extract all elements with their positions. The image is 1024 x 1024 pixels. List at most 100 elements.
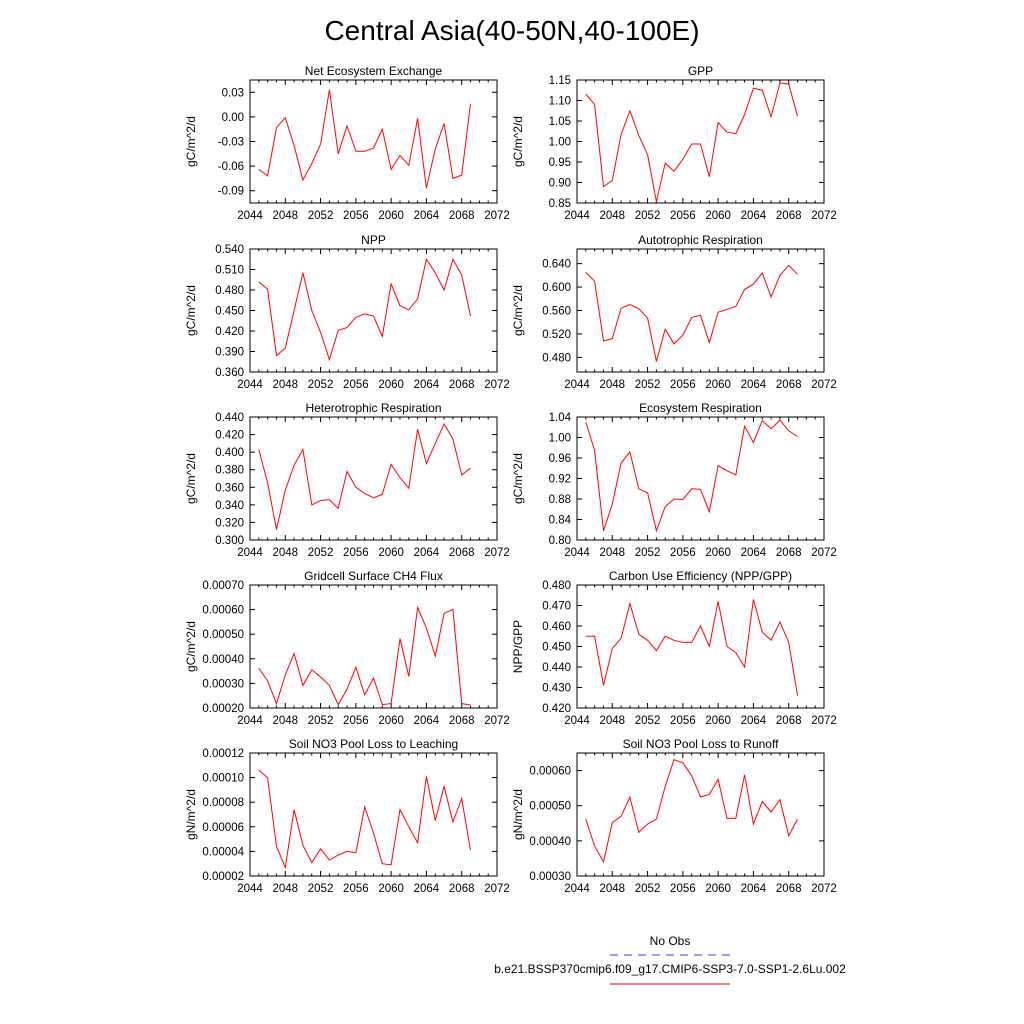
x-tick-label: 2060	[705, 883, 731, 895]
y-tick-label: 0.00060	[202, 605, 244, 617]
y-tick-label: 0.450	[215, 306, 244, 318]
x-tick-label: 2044	[237, 547, 263, 559]
y-tick-label: 0.300	[215, 535, 244, 547]
panel-6: Ecosystem Respiration 2044 2048 2052 2056 206…	[511, 401, 837, 559]
x-tick-label: 2060	[378, 210, 404, 222]
panel-9: Soil NO3 Pool Loss to Leaching 2044 2048 20…	[184, 737, 510, 895]
y-tick-label: 0.420	[215, 326, 244, 338]
y-tick-label: 0.80	[549, 535, 571, 547]
y-tick-label: 0.00040	[529, 836, 571, 848]
y-tick-label: 0.88	[549, 494, 571, 506]
y-tick-label: 0.390	[215, 347, 244, 359]
x-tick-label: 2064	[741, 210, 767, 222]
y-tick-label: 0.00012	[202, 748, 244, 760]
plot-frame	[249, 248, 498, 373]
x-tick-label: 2052	[308, 210, 334, 222]
series-line	[585, 759, 798, 864]
x-tick-label: 2060	[378, 883, 404, 895]
panel-2: GPP 2044 2048 2052 2056 2060 2064 2068 2072 0.85 0…	[511, 64, 837, 222]
panels: Net Ecosystem Exchange 2044 2048 2052 2056 20…	[184, 64, 837, 895]
x-tick-label: 2056	[670, 210, 696, 222]
plot-frame	[249, 79, 498, 204]
x-tick-label: 2048	[599, 210, 625, 222]
x-tick-label: 2072	[811, 379, 837, 391]
panel-4: Autotrophic Respiration 2044 2048 2052 2056 2…	[511, 233, 837, 391]
y-tick-label: 0.00020	[202, 703, 244, 715]
y-tick-label: 0.00050	[529, 801, 571, 813]
series-line	[258, 89, 471, 189]
panel-title: Soil NO3 Pool Loss to Leaching	[289, 737, 458, 751]
y-axis-label: gC/m^2/d	[184, 621, 198, 672]
x-tick-label: 2056	[343, 715, 369, 727]
y-tick-label: 0.600	[542, 282, 571, 294]
x-tick-label: 2060	[378, 547, 404, 559]
series-line	[585, 419, 798, 533]
x-tick-label: 2056	[670, 547, 696, 559]
panel-title: Soil NO3 Pool Loss to Runoff	[623, 737, 780, 751]
y-tick-label: 0.420	[542, 703, 571, 715]
series-line	[585, 599, 798, 696]
y-axis-label: gC/m^2/d	[511, 116, 525, 167]
x-tick-label: 2044	[237, 883, 263, 895]
x-tick-label: 2048	[272, 547, 298, 559]
x-tick-label: 2068	[776, 379, 802, 391]
panel-3: NPP 2044 2048 2052 2056 2060 2064 2068 2072 0.360…	[184, 233, 510, 391]
y-tick-label: 0.470	[542, 601, 571, 613]
panel-title: NPP	[361, 233, 386, 247]
y-tick-label: 0.320	[215, 517, 244, 529]
x-tick-label: 2060	[705, 210, 731, 222]
x-tick-label: 2068	[449, 210, 475, 222]
x-tick-label: 2052	[635, 883, 661, 895]
y-tick-label: 0.00002	[202, 871, 244, 883]
x-tick-label: 2052	[635, 379, 661, 391]
x-tick-label: 2072	[811, 547, 837, 559]
y-tick-label: 0.95	[549, 157, 571, 169]
y-tick-label: 0.400	[215, 447, 244, 459]
x-tick-label: 2068	[449, 883, 475, 895]
y-axis-label: gN/m^2/d	[184, 789, 198, 840]
x-tick-label: 2048	[272, 715, 298, 727]
plot-frame	[249, 416, 498, 541]
y-tick-label: 0.03	[222, 87, 244, 99]
legend: No Obs b.e21.BSSP370cmip6.f09_g17.CMIP6-…	[494, 934, 846, 985]
x-tick-label: 2044	[564, 883, 590, 895]
y-tick-label: -0.06	[218, 161, 244, 173]
y-tick-label: 0.560	[542, 306, 571, 318]
y-axis-label: gC/m^2/d	[511, 285, 525, 336]
x-tick-label: 2072	[484, 883, 510, 895]
y-tick-label: 1.04	[549, 412, 572, 424]
y-tick-label: 0.480	[542, 580, 571, 592]
x-tick-label: 2068	[776, 715, 802, 727]
x-tick-label: 2072	[484, 379, 510, 391]
y-tick-label: 0.00050	[202, 629, 244, 641]
x-tick-label: 2044	[564, 547, 590, 559]
y-tick-label: 0.96	[549, 453, 571, 465]
x-tick-label: 2052	[308, 715, 334, 727]
y-tick-label: 0.480	[215, 285, 244, 297]
x-tick-label: 2044	[237, 379, 263, 391]
x-tick-label: 2044	[237, 210, 263, 222]
x-tick-label: 2068	[449, 379, 475, 391]
x-tick-label: 2052	[308, 379, 334, 391]
x-tick-label: 2064	[741, 379, 767, 391]
y-tick-label: 0.00006	[202, 822, 244, 834]
y-tick-label: 0.450	[542, 642, 571, 654]
x-tick-label: 2072	[811, 210, 837, 222]
x-tick-label: 2056	[670, 883, 696, 895]
x-tick-label: 2064	[741, 715, 767, 727]
panel-title: Gridcell Surface CH4 Flux	[304, 569, 443, 583]
x-tick-label: 2068	[776, 547, 802, 559]
y-tick-label: 0.00008	[202, 797, 244, 809]
y-tick-label: 0.92	[549, 474, 571, 486]
legend-label-model: b.e21.BSSP370cmip6.f09_g17.CMIP6-SSP3-7.…	[494, 962, 846, 976]
panel-1: Net Ecosystem Exchange 2044 2048 2052 2056 20…	[184, 64, 510, 222]
y-tick-label: 1.05	[549, 116, 571, 128]
y-tick-label: -0.03	[218, 137, 244, 149]
y-tick-label: 0.00060	[529, 766, 571, 778]
x-tick-label: 2072	[484, 715, 510, 727]
x-tick-label: 2056	[343, 547, 369, 559]
y-tick-label: 0.420	[215, 430, 244, 442]
x-tick-label: 2060	[705, 547, 731, 559]
y-tick-label: 0.90	[549, 178, 571, 190]
